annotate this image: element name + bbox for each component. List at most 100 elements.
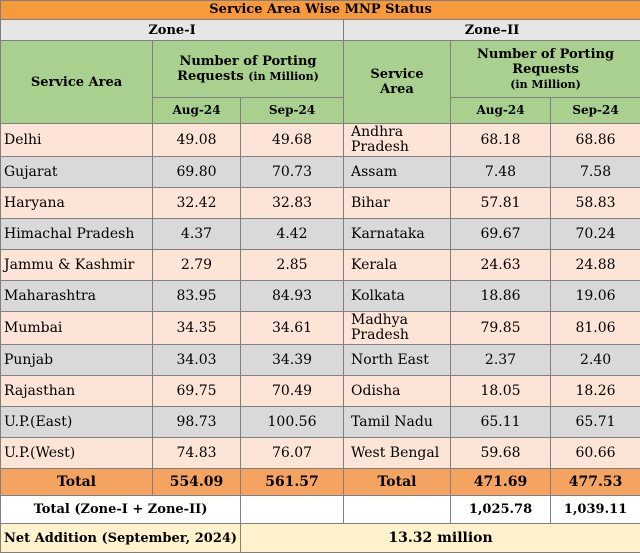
zone2-aug-cell: 65.11 <box>451 407 551 438</box>
zone1-sep-cell: 49.68 <box>241 124 344 157</box>
zone1-aug-cell: 69.75 <box>153 376 241 407</box>
zone1-area-cell: Punjab <box>1 345 153 376</box>
zone2-sep-cell: 24.88 <box>551 250 640 281</box>
grand-total-sep: 1,039.11 <box>551 496 640 524</box>
zone1-sep-header: Sep-24 <box>241 98 344 124</box>
zone1-area-cell: Maharashtra <box>1 281 153 312</box>
zone2-aug-cell: 79.85 <box>451 312 551 345</box>
zone1-total-label: Total <box>1 469 153 496</box>
zone1-aug-header: Aug-24 <box>153 98 241 124</box>
zone2-aug-cell: 69.67 <box>451 219 551 250</box>
zone2-sep-cell: 68.86 <box>551 124 640 157</box>
zone2-sep-cell: 58.83 <box>551 188 640 219</box>
zone1-area-cell: U.P.(East) <box>1 407 153 438</box>
zone2-sep-cell: 7.58 <box>551 157 640 188</box>
zone1-aug-cell: 49.08 <box>153 124 241 157</box>
zone2-aug-header: Aug-24 <box>451 98 551 124</box>
zone2-aug-cell: 18.05 <box>451 376 551 407</box>
zone1-area-cell: Delhi <box>1 124 153 157</box>
zone2-sep-cell: 81.06 <box>551 312 640 345</box>
zone1-sep-cell: 34.61 <box>241 312 344 345</box>
zone1-sep-cell: 4.42 <box>241 219 344 250</box>
zone1-sep-cell: 70.49 <box>241 376 344 407</box>
zone2-aug-cell: 57.81 <box>451 188 551 219</box>
zone2-aug-cell: 7.48 <box>451 157 551 188</box>
zone2-area-cell: North East <box>344 345 451 376</box>
zone1-area-cell: Himachal Pradesh <box>1 219 153 250</box>
zone1-aug-cell: 34.03 <box>153 345 241 376</box>
table-title: Service Area Wise MNP Status <box>1 1 640 20</box>
zone1-unit-label: (in Million) <box>248 70 319 83</box>
zone2-aug-cell: 2.37 <box>451 345 551 376</box>
zone2-unit-label: (in Million) <box>510 78 581 91</box>
zone2-area-cell: Karnataka <box>344 219 451 250</box>
zone1-area-cell: Jammu & Kashmir <box>1 250 153 281</box>
zone1-aug-cell: 34.35 <box>153 312 241 345</box>
zone2-aug-cell: 68.18 <box>451 124 551 157</box>
zone1-sep-cell: 100.56 <box>241 407 344 438</box>
zone1-porting-requests-header: Number of Porting Requests (in Million) <box>153 41 344 98</box>
zone2-sep-cell: 65.71 <box>551 407 640 438</box>
grand-total-label: Total (Zone-I + Zone-II) <box>1 496 241 524</box>
zone1-sep-cell: 2.85 <box>241 250 344 281</box>
zone1-sep-cell: 32.83 <box>241 188 344 219</box>
zone1-aug-cell: 32.42 <box>153 188 241 219</box>
zone1-area-cell: Mumbai <box>1 312 153 345</box>
zone1-total-sep: 561.57 <box>241 469 344 496</box>
zone2-total-label: Total <box>344 469 451 496</box>
zone2-area-cell: West Bengal <box>344 438 451 469</box>
zone2-aug-cell: 24.63 <box>451 250 551 281</box>
zone2-sep-header: Sep-24 <box>551 98 640 124</box>
zone2-porting-requests-header: Number of Porting Requests (in Million) <box>451 41 640 98</box>
zone1-area-cell: Haryana <box>1 188 153 219</box>
zone1-area-cell: Gujarat <box>1 157 153 188</box>
zone1-aug-cell: 4.37 <box>153 219 241 250</box>
grand-total-blank-1 <box>241 496 344 524</box>
zone2-area-cell: Kolkata <box>344 281 451 312</box>
zone1-sep-cell: 34.39 <box>241 345 344 376</box>
zone1-aug-cell: 69.80 <box>153 157 241 188</box>
zone2-sep-cell: 19.06 <box>551 281 640 312</box>
zone1-sep-cell: 76.07 <box>241 438 344 469</box>
zone2-label: Zone–II <box>344 20 640 41</box>
zone2-total-aug: 471.69 <box>451 469 551 496</box>
zone2-area-cell: Madhya Pradesh <box>344 312 451 345</box>
zone1-service-area-header: Service Area <box>1 41 153 124</box>
zone1-aug-cell: 74.83 <box>153 438 241 469</box>
zone1-total-aug: 554.09 <box>153 469 241 496</box>
zone1-aug-cell: 2.79 <box>153 250 241 281</box>
zone2-aug-cell: 59.68 <box>451 438 551 469</box>
zone2-area-cell: Tamil Nadu <box>344 407 451 438</box>
zone2-area-cell: Bihar <box>344 188 451 219</box>
grand-total-aug: 1,025.78 <box>451 496 551 524</box>
zone2-area-cell: Kerala <box>344 250 451 281</box>
zone1-area-cell: U.P.(West) <box>1 438 153 469</box>
zone2-sep-cell: 18.26 <box>551 376 640 407</box>
zone2-area-cell: Odisha <box>344 376 451 407</box>
zone2-total-sep: 477.53 <box>551 469 640 496</box>
zone1-label: Zone-I <box>1 20 344 41</box>
zone2-area-cell: Assam <box>344 157 451 188</box>
zone2-sep-cell: 60.66 <box>551 438 640 469</box>
zone1-aug-cell: 98.73 <box>153 407 241 438</box>
zone1-sep-cell: 84.93 <box>241 281 344 312</box>
zone2-aug-cell: 18.86 <box>451 281 551 312</box>
grand-total-blank-2 <box>344 496 451 524</box>
zone1-sep-cell: 70.73 <box>241 157 344 188</box>
zone1-aug-cell: 83.95 <box>153 281 241 312</box>
zone2-sep-cell: 70.24 <box>551 219 640 250</box>
zone1-area-cell: Rajasthan <box>1 376 153 407</box>
zone2-sep-cell: 2.40 <box>551 345 640 376</box>
